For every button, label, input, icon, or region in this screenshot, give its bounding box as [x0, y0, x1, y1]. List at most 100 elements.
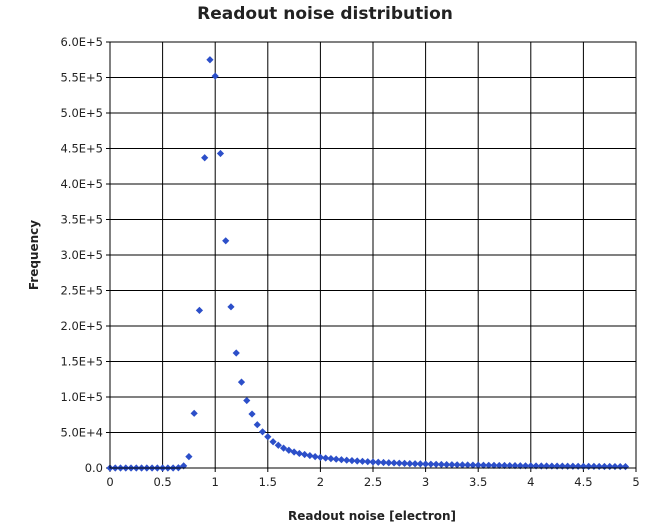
- data-point: [343, 456, 351, 464]
- data-point: [385, 459, 393, 467]
- data-point: [564, 462, 572, 470]
- data-point: [616, 462, 624, 471]
- data-point: [195, 306, 204, 314]
- data-point: [369, 458, 377, 466]
- data-point: [364, 458, 372, 466]
- y-tick-label: 4.5E+5: [60, 142, 103, 156]
- x-tick-label: 4.5: [574, 475, 592, 489]
- x-tick-label: 2: [317, 475, 324, 489]
- data-point: [495, 461, 503, 470]
- data-point: [185, 453, 193, 461]
- data-point: [553, 462, 561, 470]
- x-tick-label: 2.5: [364, 475, 382, 489]
- data-point: [427, 460, 435, 468]
- x-tick-label: 3: [422, 475, 429, 489]
- x-tick-label: 4: [527, 475, 534, 489]
- data-point: [258, 428, 267, 436]
- data-point: [432, 460, 440, 468]
- data-point: [311, 453, 319, 461]
- data-point: [348, 457, 356, 465]
- data-point: [353, 457, 361, 465]
- y-axis-label: Frequency: [27, 220, 41, 290]
- data-point: [390, 459, 398, 467]
- data-point: [327, 455, 335, 463]
- y-tick-label: 5.0E+5: [60, 106, 103, 120]
- data-point: [332, 455, 340, 463]
- data-point: [595, 462, 603, 471]
- data-point: [400, 459, 409, 467]
- y-tick-label: 4.0E+5: [60, 177, 103, 191]
- data-point: [506, 461, 514, 470]
- data-point: [322, 454, 330, 462]
- data-point: [274, 441, 282, 449]
- data-point: [379, 458, 388, 467]
- data-point: [485, 461, 493, 469]
- data-point: [511, 462, 519, 470]
- data-point: [516, 462, 524, 470]
- x-tick-label: 1: [212, 475, 219, 489]
- x-axis-label: Readout noise [electron]: [288, 509, 456, 523]
- data-point: [542, 462, 551, 470]
- x-axis-ticks: 0 0.5 1 1.5 2 2.5 3 3.5 4 4.5 5: [106, 468, 640, 489]
- data-point: [295, 449, 303, 458]
- x-tick-label: 0: [106, 475, 113, 489]
- data-point: [621, 463, 630, 471]
- data-point: [479, 461, 488, 469]
- data-point: [232, 349, 240, 357]
- x-tick-label: 5: [632, 475, 639, 489]
- data-point: [337, 456, 346, 464]
- chart-title: Readout noise distribution: [197, 4, 453, 24]
- data-point: [201, 154, 209, 162]
- y-tick-label: 1.5E+5: [60, 355, 103, 369]
- y-tick-label: 3.0E+5: [60, 248, 103, 262]
- y-tick-label: 0.0: [85, 461, 103, 475]
- data-point: [443, 460, 451, 469]
- data-point: [406, 459, 414, 468]
- data-point: [269, 438, 277, 446]
- data-point: [422, 460, 430, 468]
- y-tick-label: 2.5E+5: [60, 284, 103, 298]
- data-point: [211, 72, 219, 80]
- data-point: [248, 410, 256, 418]
- data-point: [464, 461, 472, 469]
- data-point: [411, 460, 419, 468]
- data-point: [416, 460, 424, 468]
- data-point: [206, 56, 214, 64]
- data-point: [316, 453, 324, 461]
- data-point: [243, 396, 251, 405]
- x-tick-label: 3.5: [469, 475, 487, 489]
- y-tick-label: 5.0E+4: [60, 426, 103, 440]
- data-point: [253, 421, 261, 429]
- x-tick-label: 0.5: [153, 475, 171, 489]
- data-point: [301, 450, 309, 459]
- data-point: [290, 448, 298, 456]
- data-point: [590, 462, 598, 471]
- data-point: [474, 461, 482, 469]
- data-point: [222, 237, 230, 245]
- data-point: [190, 409, 198, 417]
- data-point: [606, 462, 614, 471]
- grid-lines: [109, 41, 637, 469]
- data-point: [264, 433, 272, 441]
- data-point: [469, 461, 477, 469]
- y-tick-label: 6.0E+5: [60, 35, 103, 49]
- data-point: [358, 457, 367, 465]
- data-point: [279, 444, 288, 452]
- data-point: [227, 303, 235, 311]
- y-tick-label: 5.5E+5: [60, 71, 103, 85]
- y-tick-label: 2.0E+5: [60, 319, 103, 333]
- data-point: [395, 459, 403, 467]
- data-point: [500, 461, 509, 470]
- plot-frame: [109, 41, 637, 469]
- x-tick-label: 1.5: [259, 475, 277, 489]
- data-point: [453, 461, 461, 469]
- data-point: [374, 458, 382, 466]
- data-point: [437, 460, 445, 469]
- y-tick-label: 1.0E+5: [60, 390, 103, 404]
- data-point: [216, 149, 225, 158]
- y-tick-label: 3.5E+5: [60, 213, 103, 227]
- data-point: [490, 461, 498, 469]
- data-point: [448, 461, 456, 469]
- data-point: [458, 461, 467, 469]
